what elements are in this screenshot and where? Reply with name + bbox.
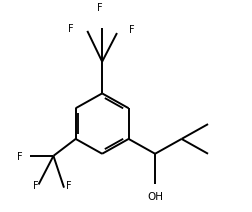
- Text: F: F: [67, 24, 73, 34]
- Text: F: F: [17, 152, 22, 162]
- Text: F: F: [66, 181, 71, 191]
- Text: F: F: [97, 3, 102, 13]
- Text: F: F: [33, 181, 39, 191]
- Text: F: F: [128, 25, 134, 35]
- Text: OH: OH: [146, 192, 163, 202]
